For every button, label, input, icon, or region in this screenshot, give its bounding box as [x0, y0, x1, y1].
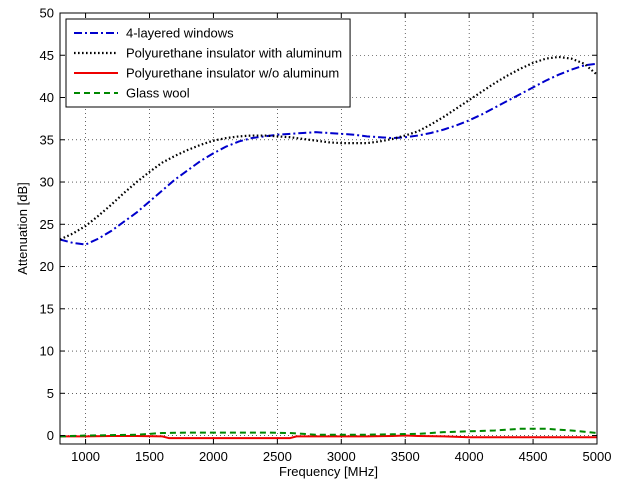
y-tick-label: 15 [40, 301, 54, 316]
x-tick-label: 4000 [455, 449, 484, 464]
legend-label: Polyurethane insulator w/o aluminum [126, 66, 339, 81]
legend-label: 4-layered windows [126, 26, 234, 41]
y-tick-label: 30 [40, 175, 54, 190]
y-tick-label: 5 [47, 386, 54, 401]
y-axis-label: Attenuation [dB] [15, 182, 30, 275]
y-tick-label: 0 [47, 428, 54, 443]
x-tick-label: 2500 [263, 449, 292, 464]
y-tick-label: 50 [40, 6, 54, 21]
legend-items: 4-layered windows Polyurethane insulator … [74, 26, 342, 101]
series-line [59, 55, 598, 241]
x-tick-label: 1500 [135, 449, 164, 464]
y-tick-label: 45 [40, 48, 54, 63]
y-tick-label: 10 [40, 344, 54, 359]
y-tick-label: 40 [40, 90, 54, 105]
y-tick-label: 35 [40, 132, 54, 147]
x-tick-label: 5000 [583, 449, 612, 464]
x-tick-label: 3000 [327, 449, 356, 464]
x-tick-label: 4500 [519, 449, 548, 464]
legend: 4-layered windows Polyurethane insulator … [65, 18, 351, 108]
x-axis-label: Frequency [MHz] [279, 464, 378, 479]
axis-ticks: 1000 1500 2000 2500 3000 3500 4000 4500 5000 0 5 10… [40, 6, 612, 465]
series-line [60, 434, 597, 440]
legend-label: Polyurethane insulator with aluminum [126, 46, 342, 61]
plot-area-frame [59, 12, 598, 445]
y-tick-label: 25 [40, 217, 54, 232]
y-tick-label: 20 [40, 259, 54, 274]
series-lines [59, 55, 598, 440]
x-tick-label: 3500 [391, 449, 420, 464]
legend-label: Glass wool [126, 86, 190, 101]
x-tick-label: 1000 [71, 449, 100, 464]
series-line [59, 62, 598, 246]
x-tick-label: 2000 [199, 449, 228, 464]
